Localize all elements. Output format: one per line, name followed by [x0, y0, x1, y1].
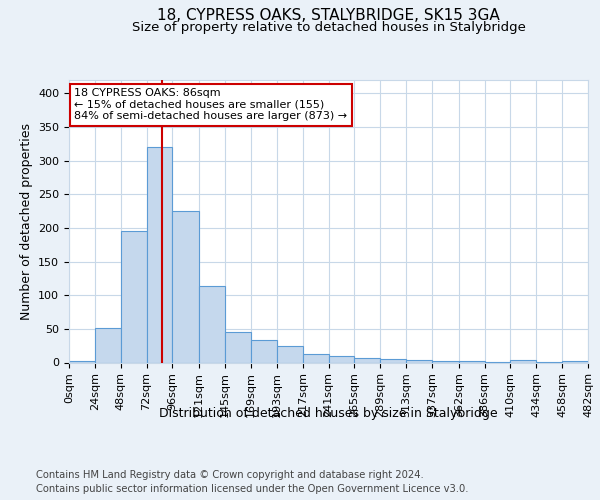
Text: 18, CYPRESS OAKS, STALYBRIDGE, SK15 3GA: 18, CYPRESS OAKS, STALYBRIDGE, SK15 3GA	[157, 8, 500, 22]
Bar	[225, 332, 251, 362]
Bar	[329, 356, 355, 362]
Text: Distribution of detached houses by size in Stalybridge: Distribution of detached houses by size …	[160, 408, 498, 420]
Bar	[355, 358, 380, 362]
Bar	[511, 360, 536, 362]
Bar	[459, 361, 485, 362]
Bar	[302, 354, 329, 362]
Bar	[380, 359, 406, 362]
Bar	[199, 286, 225, 362]
Bar	[406, 360, 432, 362]
Text: Contains HM Land Registry data © Crown copyright and database right 2024.: Contains HM Land Registry data © Crown c…	[36, 470, 424, 480]
Bar	[277, 346, 302, 362]
Bar	[172, 211, 199, 362]
Bar	[121, 230, 146, 362]
Bar	[69, 361, 95, 362]
Bar	[95, 328, 121, 362]
Bar	[432, 361, 459, 362]
Text: Size of property relative to detached houses in Stalybridge: Size of property relative to detached ho…	[132, 21, 526, 34]
Bar	[562, 361, 588, 362]
Text: Contains public sector information licensed under the Open Government Licence v3: Contains public sector information licen…	[36, 484, 469, 494]
Bar	[251, 340, 277, 362]
Text: 18 CYPRESS OAKS: 86sqm
← 15% of detached houses are smaller (155)
84% of semi-de: 18 CYPRESS OAKS: 86sqm ← 15% of detached…	[74, 88, 347, 122]
Y-axis label: Number of detached properties: Number of detached properties	[20, 122, 32, 320]
Bar	[146, 148, 172, 362]
